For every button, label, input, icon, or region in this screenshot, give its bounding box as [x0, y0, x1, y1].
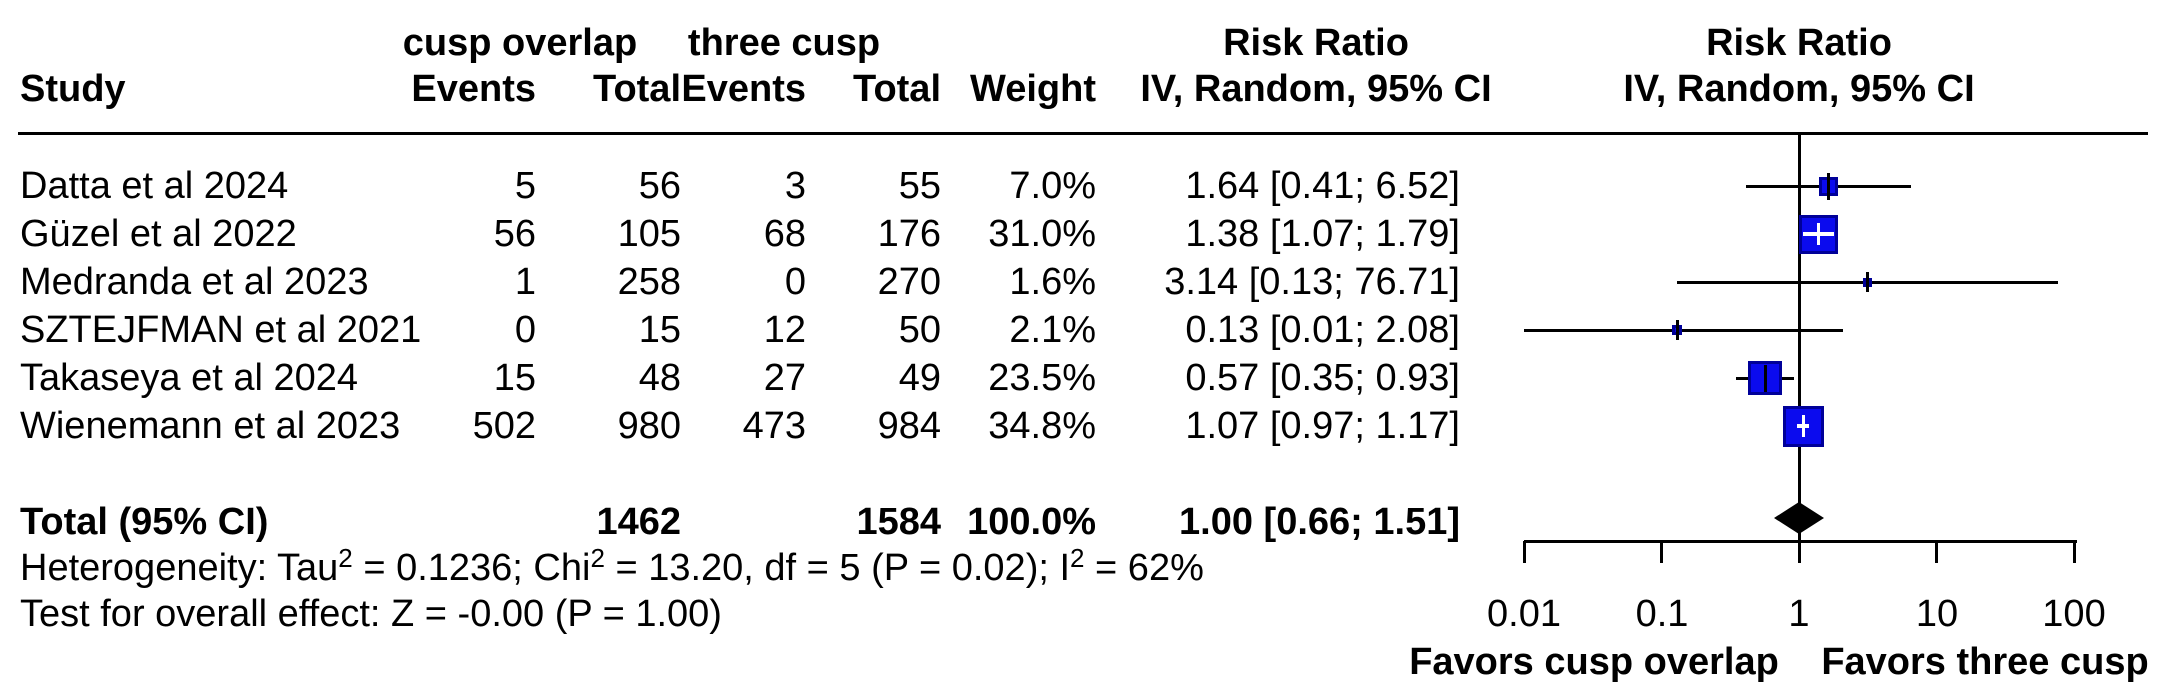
- heterogeneity-segment: = 0.1236; Chi: [352, 547, 591, 589]
- axis-tick-label: 1: [1788, 593, 1810, 635]
- superscript: 2: [338, 543, 353, 573]
- rr-column-title: Risk Ratio: [1223, 22, 1409, 64]
- study-total-cusp-overlap: 105: [617, 213, 681, 255]
- study-weight: 7.0%: [1009, 165, 1096, 207]
- study-events-three-cusp: 27: [763, 357, 806, 399]
- study-events-three-cusp: 12: [763, 309, 806, 351]
- total-row-rr-ci: 1.00 [0.66; 1.51]: [1179, 501, 1460, 543]
- study-total-cusp-overlap: 258: [617, 261, 681, 303]
- plot-rr-subtitle: IV, Random, 95% CI: [1623, 68, 1975, 110]
- study-weight: 2.1%: [1009, 309, 1096, 351]
- study-weight: 34.8%: [988, 405, 1096, 447]
- study-name: SZTEJFMAN et al 2021: [20, 309, 422, 351]
- axis-tick: [1798, 541, 1801, 563]
- plot-rr-title: Risk Ratio: [1706, 22, 1892, 64]
- point-estimate-tick: [1764, 365, 1767, 392]
- axis-tick-label: 0.1: [1635, 593, 1689, 635]
- axis-tick-label: 100: [2042, 593, 2106, 635]
- total-row-total-1: 1462: [596, 501, 681, 543]
- total-row-total-2: 1584: [856, 501, 941, 543]
- study-total-cusp-overlap: 56: [638, 165, 681, 207]
- study-rr-ci: 1.07 [0.97; 1.17]: [1185, 405, 1460, 447]
- study-total-cusp-overlap: 980: [617, 405, 681, 447]
- study-total-cusp-overlap: 48: [638, 357, 681, 399]
- study-weight: 31.0%: [988, 213, 1096, 255]
- point-estimate-tick: [1676, 320, 1679, 340]
- reference-line-rr-1: [1798, 134, 1801, 541]
- study-events-three-cusp: 3: [784, 165, 806, 207]
- study-name: Güzel et al 2022: [20, 213, 297, 255]
- study-events-cusp-overlap: 1: [514, 261, 536, 303]
- group-header-cusp-overlap: cusp overlap: [402, 22, 638, 64]
- study-rr-ci: 3.14 [0.13; 76.71]: [1164, 261, 1460, 303]
- point-estimate-tick: [1827, 173, 1830, 200]
- column-header-total-2: Total: [853, 68, 941, 110]
- study-events-cusp-overlap: 502: [472, 405, 536, 447]
- study-total-three-cusp: 984: [877, 405, 941, 447]
- superscript: 2: [590, 543, 605, 573]
- pooled-diamond: [1774, 502, 1824, 534]
- ci-arm-white: [1797, 424, 1809, 428]
- axis-tick: [1523, 541, 1526, 563]
- study-events-three-cusp: 473: [742, 405, 806, 447]
- group-header-three-cusp: three cusp: [687, 22, 881, 64]
- axis-tick: [1935, 541, 1938, 563]
- heterogeneity-segment: Heterogeneity: Tau: [20, 547, 339, 589]
- study-name: Medranda et al 2023: [20, 261, 369, 303]
- study-events-cusp-overlap: 56: [493, 213, 536, 255]
- heterogeneity-segment: = 62%: [1084, 547, 1204, 589]
- study-name: Takaseya et al 2024: [20, 357, 359, 399]
- axis-tick-label: 10: [1915, 593, 1959, 635]
- study-rr-ci: 0.57 [0.35; 0.93]: [1185, 357, 1460, 399]
- study-total-three-cusp: 49: [898, 357, 941, 399]
- axis-tick: [1660, 541, 1663, 563]
- heterogeneity-segment: = 13.20, df = 5 (P = 0.02); I: [604, 547, 1071, 589]
- superscript: 2: [1070, 543, 1085, 573]
- column-header-events-1: Events: [411, 68, 536, 110]
- study-rr-ci: 1.38 [1.07; 1.79]: [1185, 213, 1460, 255]
- study-events-three-cusp: 68: [763, 213, 806, 255]
- study-events-cusp-overlap: 0: [514, 309, 536, 351]
- ci-arm-white: [1803, 232, 1834, 236]
- study-total-cusp-overlap: 15: [638, 309, 681, 351]
- column-header-total-1: Total: [593, 68, 681, 110]
- study-rr-ci: 0.13 [0.01; 2.08]: [1185, 309, 1460, 351]
- column-header-study: Study: [20, 68, 126, 110]
- point-estimate-tick: [1866, 272, 1869, 292]
- weight-square: [1783, 406, 1824, 447]
- study-total-three-cusp: 50: [898, 309, 941, 351]
- study-name: Wienemann et al 2023: [20, 405, 401, 447]
- overall-effect-text: Test for overall effect: Z = -0.00 (P = …: [20, 593, 722, 635]
- study-weight: 1.6%: [1009, 261, 1096, 303]
- study-total-three-cusp: 176: [877, 213, 941, 255]
- study-events-cusp-overlap: 15: [493, 357, 536, 399]
- column-header-events-2: Events: [681, 68, 806, 110]
- ci-line: [1524, 328, 1843, 332]
- header-separator-line: [18, 132, 2148, 135]
- total-row-label: Total (95% CI): [20, 501, 269, 543]
- favors-right-label: Favors three cusp: [1821, 641, 2149, 683]
- study-total-three-cusp: 270: [877, 261, 941, 303]
- axis-tick: [2073, 541, 2076, 563]
- axis-tick-label: 0.01: [1487, 593, 1561, 635]
- study-total-three-cusp: 55: [898, 165, 941, 207]
- study-weight: 23.5%: [988, 357, 1096, 399]
- heterogeneity-text: Heterogeneity: Tau2 = 0.1236; Chi2 = 13.…: [20, 544, 1204, 592]
- study-events-cusp-overlap: 5: [514, 165, 536, 207]
- column-header-weight: Weight: [970, 68, 1096, 110]
- study-name: Datta et al 2024: [20, 165, 289, 207]
- favors-left-label: Favors cusp overlap: [1409, 641, 1779, 683]
- study-events-three-cusp: 0: [784, 261, 806, 303]
- study-rr-ci: 1.64 [0.41; 6.52]: [1185, 165, 1460, 207]
- rr-column-subtitle: IV, Random, 95% CI: [1140, 68, 1492, 110]
- total-row-weight: 100.0%: [967, 501, 1096, 543]
